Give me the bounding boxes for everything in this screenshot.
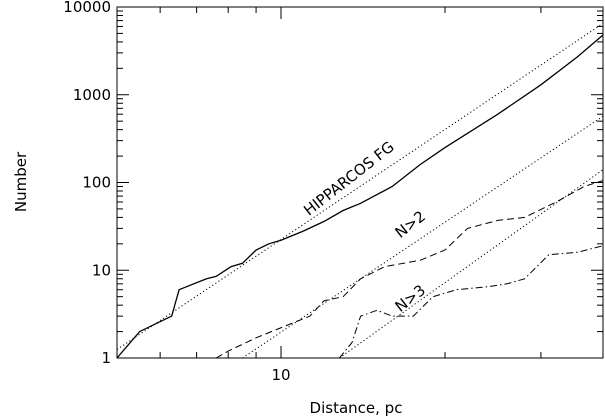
annotation-layer: HIPPARCOS FGN>2 N>3: [300, 138, 429, 316]
y-axis-label: Number: [12, 151, 30, 212]
x-tick-label: 10: [271, 366, 290, 384]
y-tick-label: 10000: [63, 0, 111, 16]
y-tick-label: 100: [82, 174, 111, 192]
series-line-fit-hipparcos: [116, 22, 604, 350]
y-tick-label: 1000: [73, 86, 111, 104]
annotation-label: HIPPARCOS FG: [300, 138, 397, 220]
series-line-n-gt-2: [215, 180, 604, 359]
series-line-hipparcos: [116, 34, 604, 359]
series-line-n-gt-3: [339, 245, 604, 359]
y-tick-label: 10: [92, 261, 111, 279]
x-axis-label: Distance, pc: [310, 399, 403, 417]
annotation-label: N>2: [392, 207, 429, 242]
annotation-label: N>3: [392, 281, 429, 316]
plot-frame: [116, 6, 604, 359]
ticks-layer: 1 10 100 1000 10000 10: [63, 0, 603, 384]
y-tick-label: 1: [101, 349, 111, 367]
series-layer: [116, 22, 604, 359]
plot-border: [116, 6, 604, 359]
